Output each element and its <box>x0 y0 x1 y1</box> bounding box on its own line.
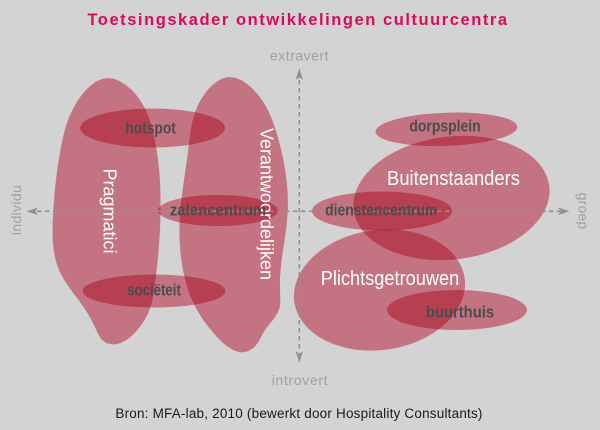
svg-text:buurthuis: buurthuis <box>426 303 494 321</box>
svg-text:zalencentrum: zalencentrum <box>170 202 266 220</box>
svg-text:Pragmatici: Pragmatici <box>100 168 120 253</box>
svg-text:hotspot: hotspot <box>125 119 175 138</box>
svg-text:Bron: MFA-lab, 2010 (bewerkt d: Bron: MFA-lab, 2010 (bewerkt door Hospit… <box>115 406 482 421</box>
svg-text:dienstencentrum: dienstencentrum <box>325 201 437 220</box>
svg-text:extravert: extravert <box>270 47 329 63</box>
svg-text:Plichtsgetrouwen: Plichtsgetrouwen <box>321 268 460 290</box>
svg-text:individu: individu <box>8 185 24 235</box>
svg-text:Toetsingskader ontwikkelingen: Toetsingskader ontwikkelingen cultuurcen… <box>87 11 508 29</box>
svg-text:Verantwoordelijken: Verantwoordelijken <box>257 128 277 280</box>
svg-text:introvert: introvert <box>272 372 328 388</box>
svg-text:sociëteit: sociëteit <box>127 281 181 300</box>
svg-text:dorpsplein: dorpsplein <box>409 117 480 136</box>
svg-text:groep: groep <box>576 193 592 230</box>
svg-text:Buitenstaanders: Buitenstaanders <box>387 168 520 190</box>
